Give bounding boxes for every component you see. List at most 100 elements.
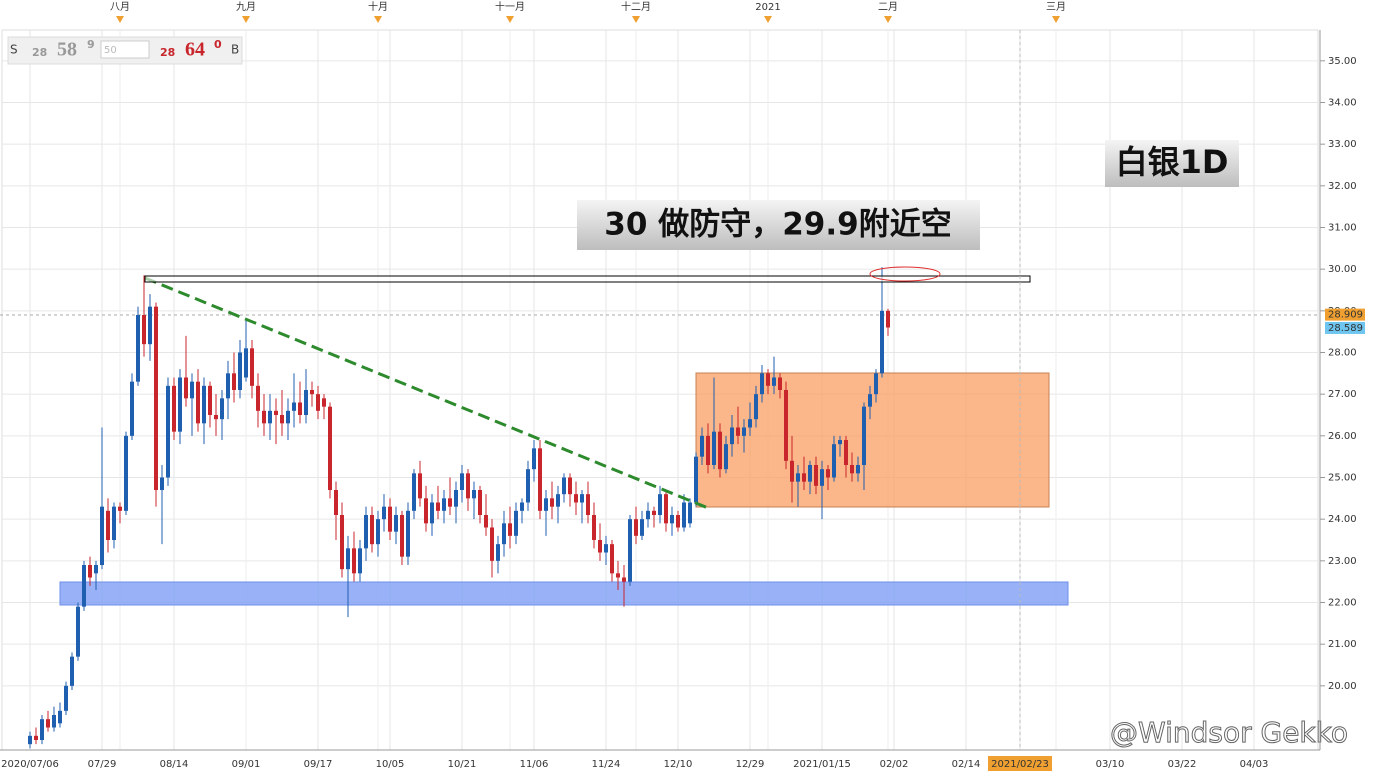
- watermark: @Windsor Gekko: [1110, 716, 1348, 749]
- candle-body: [88, 565, 92, 578]
- candle-body: [622, 577, 626, 582]
- candle-body: [826, 469, 830, 478]
- candle-body: [394, 515, 398, 532]
- candle-body: [814, 465, 818, 486]
- month-marker: [632, 16, 640, 23]
- candle-body: [784, 390, 788, 461]
- candle-body: [514, 510, 518, 536]
- candle-body: [358, 548, 362, 574]
- candle-body: [484, 515, 488, 528]
- candle-body: [676, 515, 680, 528]
- candle-body: [730, 427, 734, 445]
- candle-body: [112, 506, 116, 540]
- candle-body: [364, 515, 368, 549]
- candle-body: [652, 510, 656, 515]
- y-tick-label: 31.00: [1328, 223, 1357, 234]
- candle-body: [544, 498, 548, 511]
- candle-body: [46, 719, 50, 728]
- candle-body: [286, 410, 290, 424]
- candle-body: [574, 494, 578, 503]
- candle-body: [856, 465, 860, 474]
- month-marker: [884, 16, 892, 23]
- candle-body: [844, 440, 848, 465]
- range-box: [695, 372, 1050, 508]
- candle-body: [448, 498, 452, 507]
- candle-body: [628, 519, 632, 582]
- candle-body: [76, 606, 80, 657]
- month-marker: [374, 16, 382, 23]
- candle-body: [658, 494, 662, 515]
- candle-body: [142, 315, 146, 345]
- x-tick-label: 09/01: [232, 759, 261, 770]
- candle-body: [748, 419, 752, 428]
- candle-body: [454, 490, 458, 507]
- candle-body: [760, 373, 764, 395]
- candle-body: [604, 544, 608, 553]
- month-marker: [764, 16, 772, 23]
- trendline: [144, 276, 709, 510]
- candle-body: [868, 394, 872, 407]
- y-tick-label: 22.00: [1328, 598, 1357, 609]
- widget-side: B: [231, 43, 239, 57]
- candle-body: [832, 444, 836, 478]
- x-tick-label: 12/29: [736, 759, 765, 770]
- x-tick-label: 11/06: [520, 759, 549, 770]
- candle-body: [634, 519, 638, 536]
- candle-body: [274, 410, 278, 415]
- candle-body: [790, 460, 794, 482]
- candle-body: [148, 306, 152, 345]
- x-tick-label: 02/14: [952, 759, 981, 770]
- candle-body: [796, 473, 800, 482]
- candle-body: [190, 381, 194, 399]
- candle-body: [808, 465, 812, 482]
- candle-body: [862, 406, 866, 465]
- candle-body: [694, 456, 698, 503]
- candle-body: [526, 469, 530, 503]
- candle-body: [130, 381, 134, 436]
- month-label: 三月: [1046, 1, 1066, 13]
- candle-body: [322, 398, 326, 407]
- x-tick-label: 2021/02/23: [991, 759, 1049, 770]
- candle-body: [586, 494, 590, 515]
- price-tag: 28.909: [1328, 310, 1363, 321]
- month-marker: [242, 16, 250, 23]
- month-label: 2021: [755, 2, 780, 13]
- x-tick-label: 2021/01/15: [793, 759, 851, 770]
- candle-body: [34, 735, 38, 740]
- widget-price-big: 58: [57, 39, 77, 61]
- candle-body: [208, 385, 212, 415]
- y-tick-label: 35.00: [1328, 56, 1357, 67]
- widget-price-sup: 0: [214, 38, 222, 51]
- candle-body: [736, 427, 740, 436]
- y-tick-label: 27.00: [1328, 389, 1357, 400]
- candle-body: [328, 406, 332, 490]
- candle-body: [52, 715, 56, 728]
- candle-body: [64, 685, 68, 711]
- candle-body: [886, 310, 890, 328]
- candle-body: [754, 394, 758, 420]
- candle-body: [346, 548, 350, 570]
- candle-body: [610, 544, 614, 574]
- candle-body: [226, 373, 230, 399]
- y-tick-label: 24.00: [1328, 514, 1357, 525]
- candle-body: [334, 490, 338, 515]
- candle-body: [442, 498, 446, 511]
- y-tick-label: 32.00: [1328, 181, 1357, 192]
- y-tick-label: 33.00: [1328, 139, 1357, 150]
- candle-body: [880, 310, 884, 374]
- candle-body: [502, 523, 506, 545]
- candle-body: [28, 735, 32, 745]
- x-tick-label: 2020/07/06: [1, 759, 59, 770]
- y-tick-label: 21.00: [1328, 639, 1357, 650]
- candle-body: [562, 477, 566, 495]
- candle-body: [382, 506, 386, 520]
- candle-body: [712, 431, 716, 465]
- candle-body: [232, 373, 236, 390]
- candle-body: [496, 544, 500, 561]
- quantity-input[interactable]: [100, 40, 150, 59]
- y-tick-label: 26.00: [1328, 431, 1357, 442]
- candle-body: [58, 710, 62, 724]
- candle-body: [124, 435, 128, 511]
